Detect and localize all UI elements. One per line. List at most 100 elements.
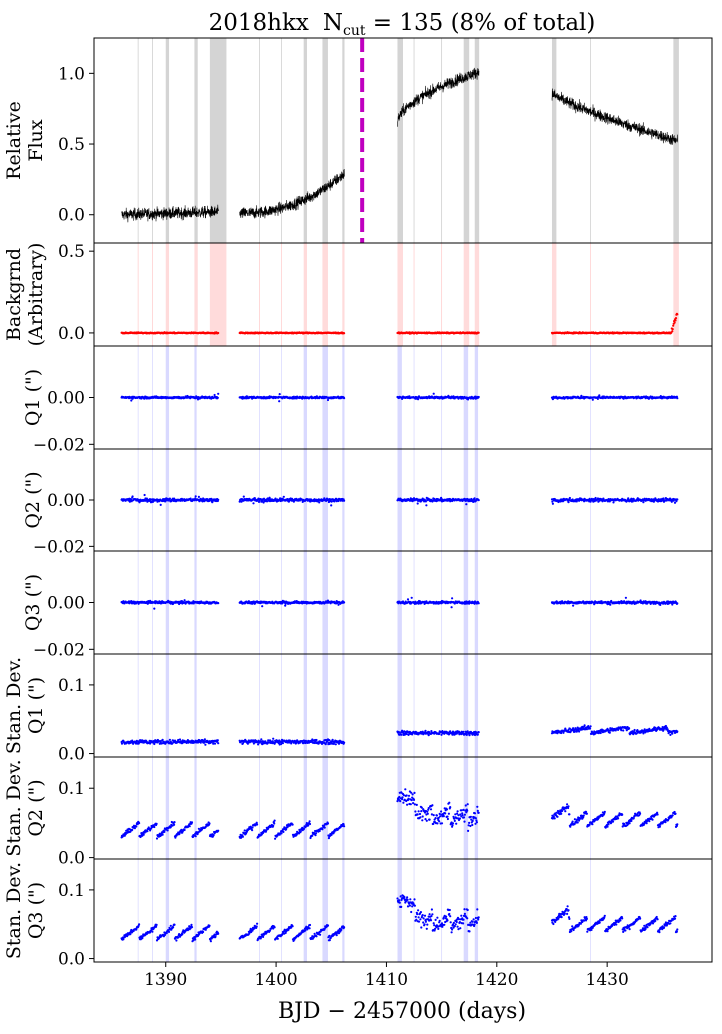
cut-band [342, 38, 345, 243]
data-point [210, 497, 213, 500]
data-point [173, 823, 176, 826]
data-point [642, 501, 645, 504]
data-point [330, 504, 333, 507]
data-point [321, 828, 324, 831]
data-point [612, 501, 615, 504]
data-point [282, 830, 285, 834]
data-point [161, 833, 164, 836]
data-point [594, 496, 597, 500]
data-point [572, 727, 575, 730]
data-point [620, 729, 623, 732]
cut-band [342, 859, 345, 962]
data-point [281, 742, 284, 745]
data-point [272, 737, 275, 740]
cut-band [165, 757, 170, 859]
data-point [451, 597, 454, 600]
cut-band [474, 757, 479, 859]
data-point [674, 317, 678, 320]
cut-band [463, 757, 469, 859]
data-point [417, 398, 420, 401]
cut-band [673, 243, 679, 346]
data-point [291, 823, 294, 826]
data-point [572, 604, 575, 607]
cut-band [342, 243, 345, 346]
data-point [197, 495, 200, 498]
data-point [669, 733, 672, 737]
data-point [671, 732, 674, 735]
data-point [424, 500, 427, 503]
cut-band [194, 654, 197, 757]
q2-series [120, 493, 679, 507]
data-point [155, 822, 158, 826]
cut-band [551, 38, 557, 243]
data-point [328, 739, 331, 742]
data-point [676, 730, 679, 733]
cut-band [397, 38, 403, 243]
data-point [163, 830, 166, 834]
data-point [334, 743, 337, 746]
data-point [330, 500, 333, 503]
data-point [676, 498, 679, 501]
data-point [473, 497, 476, 500]
data-point [241, 835, 244, 838]
data-point [280, 832, 283, 835]
data-point [216, 739, 219, 742]
data-point [153, 742, 156, 746]
data-point [624, 596, 628, 599]
data-point [189, 497, 192, 500]
data-point [628, 727, 631, 730]
cut-band [303, 757, 307, 859]
data-point [213, 393, 216, 397]
data-point [676, 313, 679, 316]
data-point [196, 398, 200, 401]
data-point [314, 834, 317, 837]
data-point [462, 730, 465, 733]
background-series [120, 312, 679, 335]
cut-band [194, 859, 197, 962]
data-point [591, 398, 594, 401]
data-point [202, 497, 205, 500]
cut-band [165, 243, 170, 346]
cut-band [194, 243, 198, 346]
data-point [568, 496, 572, 500]
data-point [261, 605, 264, 608]
data-point [190, 821, 194, 824]
cut-band [165, 859, 170, 962]
data-point [477, 499, 480, 502]
data-point [153, 607, 156, 610]
data-point [273, 822, 276, 825]
data-point [580, 394, 583, 397]
data-point [337, 499, 340, 503]
data-point [194, 495, 197, 498]
data-point [242, 495, 245, 498]
data-point [256, 823, 259, 826]
cut-band [303, 859, 307, 962]
data-point [273, 819, 276, 822]
q1-series [120, 392, 679, 403]
data-point [676, 602, 679, 605]
cut-band [342, 757, 345, 859]
data-point [589, 725, 592, 728]
data-point [204, 743, 207, 746]
data-point [243, 829, 246, 832]
data-point [292, 500, 295, 503]
data-point [589, 727, 592, 730]
cut-band [463, 38, 470, 243]
data-point [274, 497, 277, 500]
data-point [599, 731, 602, 735]
data-point [135, 825, 138, 828]
data-point [188, 825, 191, 828]
cut-band [397, 654, 402, 757]
data-point [131, 828, 134, 832]
cut-band [165, 38, 170, 243]
cut-band [322, 757, 328, 859]
data-point [573, 730, 577, 733]
data-point [476, 733, 479, 736]
data-point [633, 728, 636, 732]
data-point [337, 603, 340, 606]
data-point [477, 731, 480, 734]
data-series [120, 38, 679, 943]
data-point [251, 829, 254, 832]
data-point [130, 399, 133, 402]
